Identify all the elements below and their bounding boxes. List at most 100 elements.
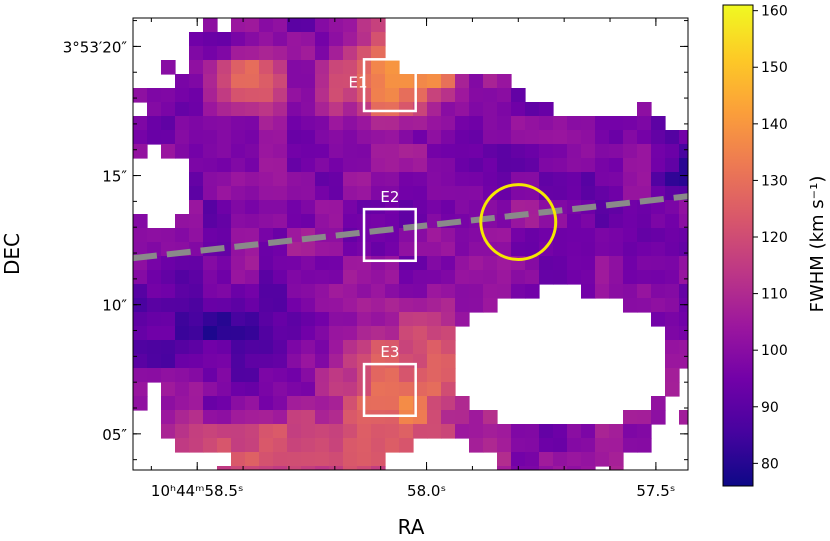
map-cell [385, 256, 400, 271]
map-cell [567, 228, 582, 243]
map-cell [581, 158, 596, 173]
map-cell [315, 396, 330, 411]
map-cell [231, 340, 246, 355]
map-cell [189, 396, 204, 411]
map-cell [343, 102, 358, 117]
map-cell [189, 256, 204, 271]
map-cell [217, 438, 232, 453]
map-cell [567, 256, 582, 271]
map-cell [217, 200, 232, 215]
map-cell [273, 452, 288, 467]
colorbar: 80 90 100 110 120 130 140 150 160 FWHM (km s⁻¹) [722, 4, 828, 487]
map-cell [231, 88, 246, 103]
map-cell [343, 424, 358, 439]
map-cell [259, 130, 274, 145]
map-cell [455, 200, 470, 215]
map-cell [315, 60, 330, 75]
map-cell [301, 242, 316, 257]
map-cell [567, 438, 582, 453]
map-cell [469, 228, 484, 243]
map-cell [329, 242, 344, 257]
map-cell [539, 438, 554, 453]
map-cell [399, 312, 414, 327]
map-cell [399, 368, 414, 383]
map-cell [231, 382, 246, 397]
map-cell [539, 270, 554, 285]
map-cell [231, 298, 246, 313]
map-cell [637, 144, 652, 159]
colorbar-ticks: 80 90 100 110 120 130 140 150 160 [753, 4, 788, 472]
map-cell [147, 298, 162, 313]
map-cell [203, 256, 218, 271]
map-cell [399, 228, 414, 243]
map-cell [203, 186, 218, 201]
map-cell [147, 130, 162, 145]
map-cell [511, 186, 526, 201]
map-cell [413, 172, 428, 187]
map-cell [189, 382, 204, 397]
x-tick-labels: 10ʰ44ᵐ58.5ˢ 58.0ˢ 57.5ˢ [151, 482, 675, 500]
map-cell [259, 354, 274, 369]
map-cell [231, 452, 246, 467]
map-cell [637, 214, 652, 229]
map-cell [357, 18, 372, 33]
map-cell [525, 200, 540, 215]
map-cell [301, 200, 316, 215]
map-cell [609, 270, 624, 285]
map-cell [371, 46, 386, 61]
map-cell [497, 158, 512, 173]
map-cell [217, 270, 232, 285]
map-cell [483, 130, 498, 145]
map-cell [469, 410, 484, 425]
map-cell [357, 340, 372, 355]
map-cell [301, 18, 316, 33]
map-cell [385, 60, 400, 75]
map-cell [147, 326, 162, 341]
map-cell [329, 144, 344, 159]
map-cell [357, 46, 372, 61]
map-cell [441, 382, 456, 397]
map-cell [497, 256, 512, 271]
map-cell [301, 466, 316, 470]
map-cell [469, 298, 484, 313]
map-cell [637, 242, 652, 257]
map-cell [595, 214, 610, 229]
map-cell [329, 130, 344, 145]
map-cell [371, 172, 386, 187]
map-cell [525, 158, 540, 173]
map-cell [441, 270, 456, 285]
map-cell [595, 186, 610, 201]
map-cell [133, 340, 148, 355]
map-cell [651, 410, 666, 425]
map-cell [301, 452, 316, 467]
map-cell [679, 228, 688, 243]
map-cell [651, 242, 666, 257]
y-axis-label: DEC [0, 233, 24, 275]
map-cell [385, 284, 400, 299]
map-cell [679, 186, 688, 201]
map-cell [679, 242, 688, 257]
map-cell [539, 228, 554, 243]
map-cell [287, 340, 302, 355]
colorbar-tick-label: 90 [761, 400, 779, 416]
map-cell [287, 242, 302, 257]
map-cell [329, 438, 344, 453]
map-cell [203, 130, 218, 145]
map-cell [525, 452, 540, 467]
map-cell [357, 172, 372, 187]
map-cell [651, 116, 666, 131]
map-cell [469, 200, 484, 215]
map-cell [483, 284, 498, 299]
map-cell [175, 270, 190, 285]
map-cell [175, 340, 190, 355]
aperture-label: E3 [380, 343, 399, 361]
map-cell [203, 354, 218, 369]
map-cell [609, 214, 624, 229]
map-cell [259, 270, 274, 285]
map-cell [301, 410, 316, 425]
map-cell [581, 186, 596, 201]
map-cell [259, 214, 274, 229]
map-cell [497, 200, 512, 215]
map-cell [203, 410, 218, 425]
